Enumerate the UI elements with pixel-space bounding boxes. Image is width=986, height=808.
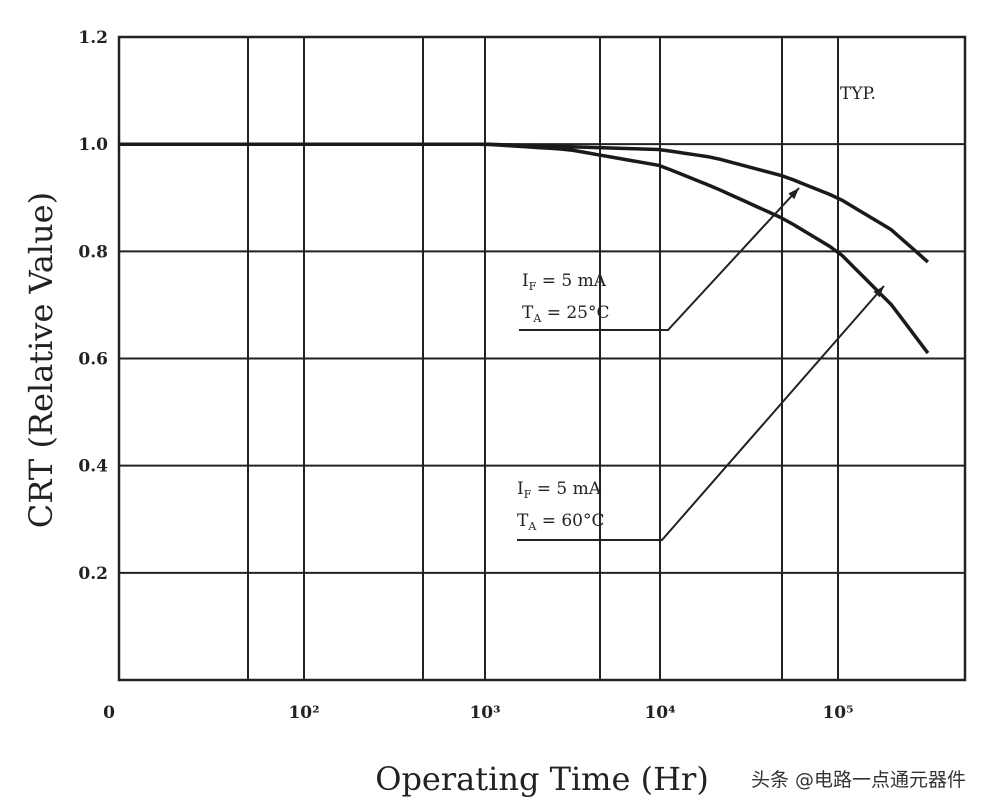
series-label-25c: IF = 5 mA TA = 25°C: [522, 271, 610, 325]
series-label-60c: IF = 5 mA TA = 60°C: [517, 479, 605, 533]
chart-grid: [119, 37, 965, 680]
y-tick-label: 1.0: [78, 135, 108, 155]
y-tick-label: 0.4: [78, 457, 108, 477]
x-tick-label: 10⁵: [822, 703, 853, 723]
leader-60c: [517, 285, 885, 541]
y-tick-label: 0.2: [78, 564, 108, 584]
series-line-25c: [119, 142, 930, 264]
x-tick-label: 10²: [288, 703, 319, 723]
x-tick-label: 10⁴: [644, 703, 675, 723]
plot-frame: [117, 35, 967, 682]
series-line-60c: [119, 142, 930, 355]
leader-25c: [519, 187, 800, 331]
label-25c-line2: TA = 25°C: [522, 303, 610, 325]
y-tick-labels: 0.2 0.4 0.6 0.8 1.0 1.2: [78, 28, 108, 584]
x-axis-label: Operating Time (Hr): [375, 760, 709, 798]
watermark-text: 头条 @电路一点通元器件: [750, 769, 966, 791]
leader-25c-arrowhead: [788, 188, 799, 200]
typ-annotation: TYP.: [840, 84, 876, 104]
annotation-leaders: [517, 187, 885, 541]
y-tick-label: 0.6: [78, 350, 108, 370]
x-tick-label: 0: [103, 703, 115, 723]
x-tick-labels: 0 10² 10³ 10⁴ 10⁵: [103, 703, 853, 723]
label-60c-line1: IF = 5 mA: [517, 479, 602, 501]
label-60c-line2: TA = 60°C: [517, 511, 605, 533]
y-tick-label: 0.8: [78, 242, 108, 262]
y-axis-label: CRT (Relative Value): [22, 192, 60, 528]
label-25c-line1: IF = 5 mA: [522, 271, 607, 293]
series-lines: [119, 142, 930, 355]
leader-60c-arrowhead: [873, 286, 884, 298]
x-tick-label: 10³: [469, 703, 500, 723]
y-tick-label: 1.2: [78, 28, 108, 48]
